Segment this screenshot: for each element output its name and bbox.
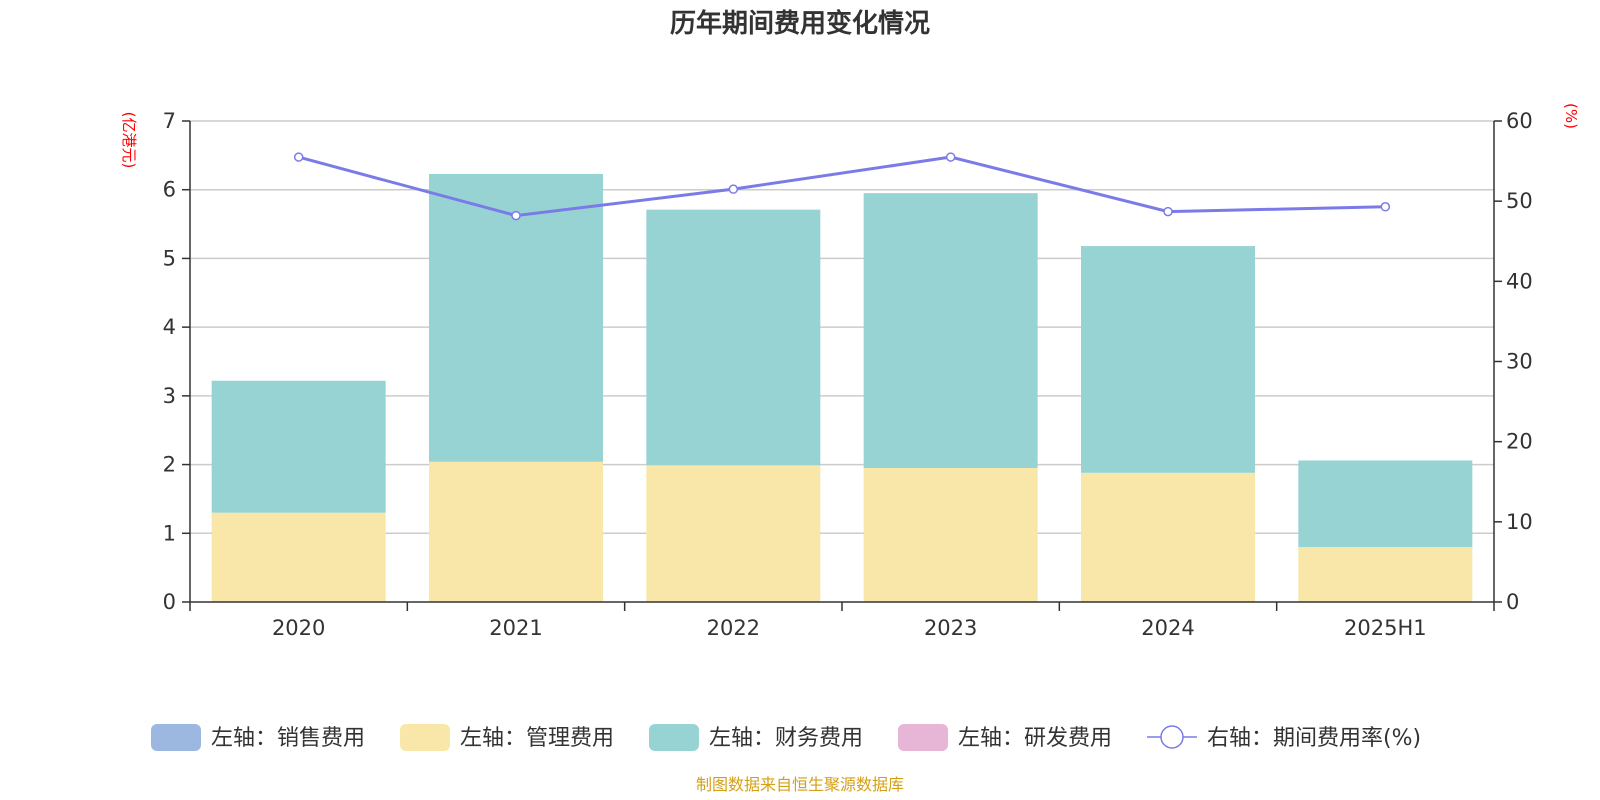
x-tick-label: 2020 [272, 616, 325, 640]
right-axis-unit: (%) [1562, 103, 1580, 129]
bar-2022 [646, 465, 821, 602]
x-tick-label: 2023 [924, 616, 977, 640]
left-tick-label: 7 [163, 109, 176, 133]
data-source-note: 制图数据来自恒生聚源数据库 [696, 775, 904, 794]
rate-point [1163, 206, 1173, 217]
left-tick-label: 5 [163, 246, 176, 270]
left-tick-label: 0 [163, 590, 176, 614]
bar-2025H1 [1298, 460, 1473, 548]
right-tick-label: 10 [1506, 510, 1533, 534]
rate-point [728, 184, 739, 194]
legend-label: 左轴：财务费用 [709, 726, 863, 751]
bar-2024 [1081, 472, 1255, 602]
bar-2021 [429, 461, 603, 602]
left-tick-label: 2 [163, 453, 176, 477]
rate-point [945, 152, 956, 162]
bar-2025H1 [1298, 547, 1473, 602]
left-tick-label: 1 [163, 521, 176, 545]
legend-swatch [151, 724, 201, 751]
rate-line [298, 155, 1386, 218]
legend: 左轴：销售费用 左轴：管理费用 左轴：财务费用 左轴：研发费用 右轴：期间费用率(%) [151, 724, 1421, 751]
bar-2020 [211, 512, 386, 602]
axes: 0 1 2 3 4 5 6 7 0 10 20 30 40 50 60 2020 2021 2022 2023 202… [163, 109, 1533, 640]
rate-line-series [293, 152, 1391, 221]
left-axis-unit: (亿港元) [120, 112, 138, 169]
rate-point [1380, 202, 1391, 212]
right-tick-label: 30 [1506, 350, 1533, 374]
right-tick-label: 60 [1506, 109, 1533, 133]
bar-series [211, 173, 1473, 602]
left-tick-label: 3 [163, 384, 176, 408]
left-tick-label: 6 [163, 178, 176, 202]
legend-label: 左轴：研发费用 [958, 726, 1112, 751]
x-tick-label: 2025H1 [1344, 616, 1427, 640]
right-tick-label: 0 [1506, 590, 1519, 614]
bar-2023 [863, 193, 1038, 469]
right-tick-label: 50 [1506, 189, 1533, 213]
legend-swatch [400, 724, 450, 751]
bar-2023 [863, 468, 1038, 602]
chart-title: 历年期间费用变化情况 [670, 8, 930, 39]
rate-point [293, 152, 304, 162]
right-tick-label: 20 [1506, 430, 1533, 454]
legend-swatch [649, 724, 699, 751]
legend-swatch [898, 724, 948, 751]
right-tick-label: 40 [1506, 269, 1533, 293]
bar-2022 [646, 209, 821, 466]
gridlines [190, 120, 1494, 535]
x-tick-label: 2024 [1141, 616, 1194, 640]
bar-2020 [211, 380, 386, 513]
legend-label: 左轴：销售费用 [211, 726, 365, 751]
legend-label: 左轴：管理费用 [460, 726, 614, 751]
rate-point [511, 210, 521, 221]
legend-label: 右轴：期间费用率(%) [1207, 726, 1421, 751]
bar-2024 [1081, 246, 1255, 473]
x-tick-label: 2022 [707, 616, 760, 640]
bar-2021 [429, 173, 603, 462]
x-tick-label: 2021 [489, 616, 542, 640]
legend-marker-icon [1160, 725, 1184, 749]
left-tick-label: 4 [163, 315, 176, 339]
